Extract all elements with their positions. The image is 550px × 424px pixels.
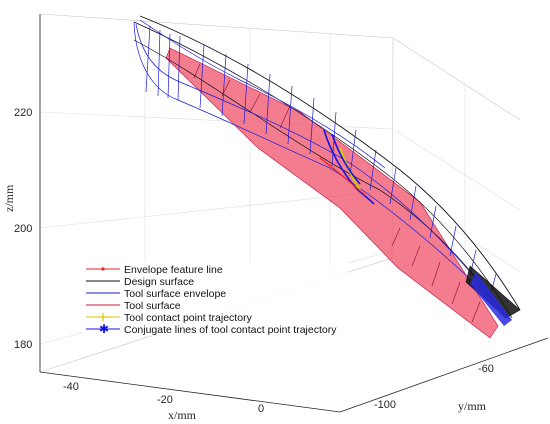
z-axis-label: z/mm: [2, 184, 16, 212]
tool-surface-envelope: [133, 19, 511, 321]
legend-item: Tool surface: [86, 300, 181, 312]
box-edge: [39, 13, 394, 39]
z-tick-label: 220: [14, 107, 32, 119]
envelope-feature-line: [319, 157, 367, 197]
legend-label: Tool surface: [124, 300, 181, 312]
y-ticks: -100 -60: [374, 363, 494, 411]
legend-item: Envelope feature line: [86, 264, 223, 276]
x-tick-label: 0: [258, 403, 264, 415]
x-tick-label: -40: [63, 381, 79, 393]
legend-label: Tool surface envelope: [124, 288, 226, 300]
envelope-blue-end: [470, 272, 512, 326]
z-ticks: 220 200 180: [14, 107, 32, 351]
legend-item: Design surface: [86, 276, 194, 288]
legend-item: Tool contact point trajectory: [86, 312, 253, 324]
legend-label: Tool contact point trajectory: [124, 312, 253, 324]
box-edge: [392, 37, 521, 121]
tool-surface-patch: [165, 47, 499, 339]
axis-lines: [39, 14, 549, 413]
z-tick-label: 180: [14, 339, 32, 351]
y-tick-label: -60: [478, 363, 494, 375]
x-axis-label: x/mm: [168, 408, 197, 422]
y-axis-line: [339, 337, 549, 413]
x-ticks: -40 -20 0: [63, 381, 264, 415]
z-tick-label: 200: [14, 223, 32, 235]
legend-label: Conjugate lines of tool contact point tr…: [124, 324, 337, 336]
legend-item: ✱ Conjugate lines of tool contact point …: [86, 322, 337, 336]
legend-label: Envelope feature line: [124, 264, 223, 276]
legend: Envelope feature line Design surface Too…: [82, 262, 348, 336]
x-axis-line: [39, 371, 341, 413]
legend-label: Design surface: [124, 276, 194, 288]
y-axis-label: y/mm: [458, 399, 487, 413]
y-tick-label: -100: [374, 399, 396, 411]
legend-item: Tool surface envelope: [86, 288, 226, 300]
legend-box: [82, 262, 348, 336]
tool-surface: [165, 47, 499, 339]
svg-text:✱: ✱: [99, 322, 109, 336]
x-tick-label: -20: [157, 394, 173, 406]
